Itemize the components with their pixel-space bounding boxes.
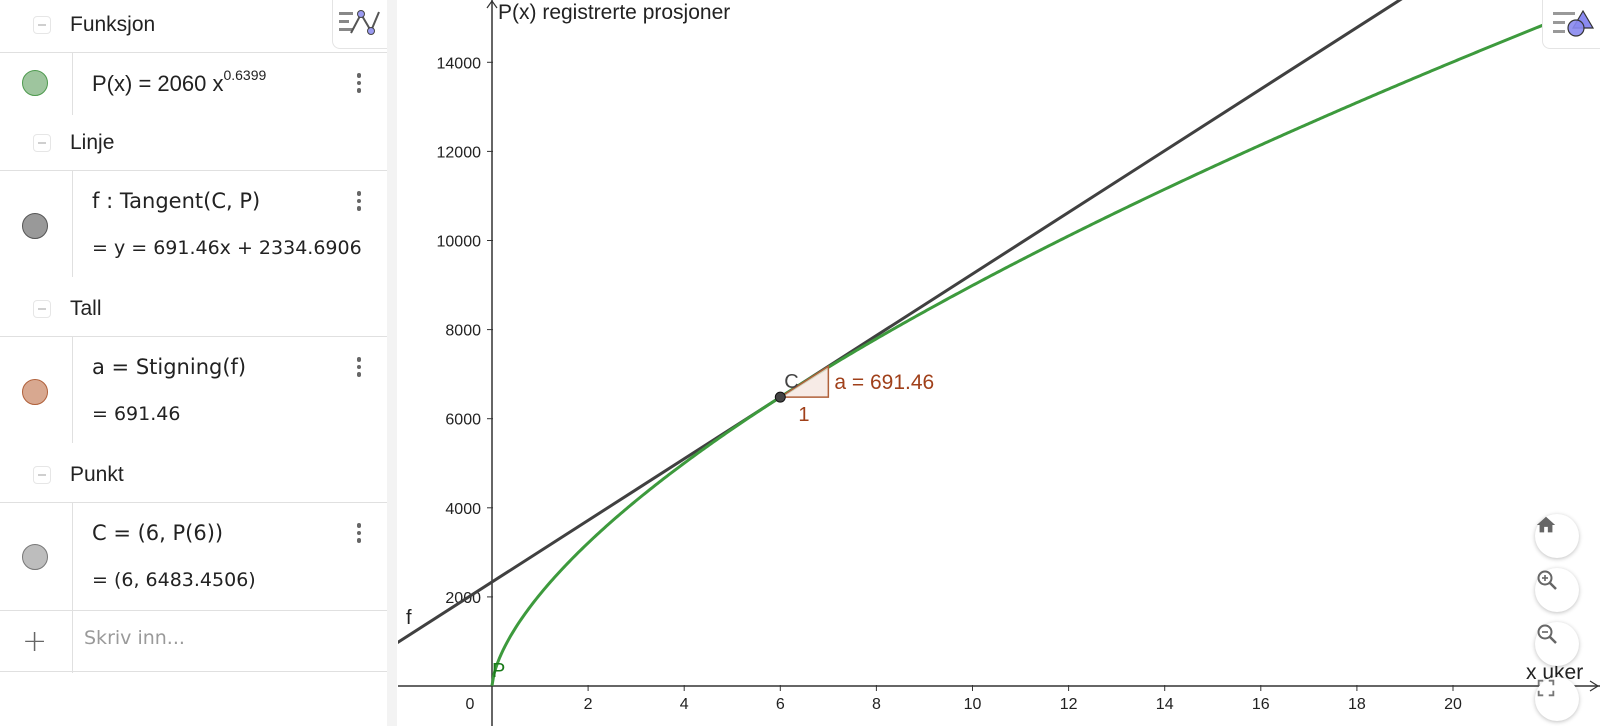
svg-text:2: 2 (584, 696, 593, 713)
item-value: = (6, 6483.4506) (92, 569, 256, 591)
zoom-in-button[interactable] (1535, 568, 1579, 612)
graphics-style-icon (1553, 9, 1595, 37)
algebra-item-P[interactable]: P(x) = 2060 x0.6399 (0, 52, 388, 115)
algebra-item-f[interactable]: f : Tangent(C, P) = y = 691.46x + 2334.6… (0, 170, 388, 280)
collapse-icon[interactable] (33, 300, 51, 318)
svg-text:0: 0 (466, 696, 475, 713)
algebra-view: Funksjon P(x) = 2060 x0.6399 Linje f : T… (0, 0, 397, 726)
curve-P-label: P (492, 660, 505, 682)
algebra-style-icon (339, 10, 380, 35)
svg-text:4: 4 (680, 696, 689, 713)
svg-text:8: 8 (872, 696, 881, 713)
definition-text: P(x) = 2060 x (92, 71, 224, 96)
y-axis-label: P(x) registrerte prosjoner (498, 1, 730, 24)
slope-label: a = 691.46 (834, 371, 934, 394)
zoom-out-icon (1537, 624, 1557, 644)
svg-text:20: 20 (1444, 696, 1462, 713)
home-icon (1536, 516, 1556, 533)
group-label: Tall (70, 297, 102, 320)
svg-text:10: 10 (964, 696, 982, 713)
visibility-toggle-marble[interactable] (22, 379, 48, 405)
graphics-view[interactable]: 0 2 4 6 8 10 12 14 16 18 20 2000 4000 6000 8000 10000 1… (398, 0, 1600, 726)
group-header-funksjon[interactable]: Funksjon (0, 0, 388, 50)
svg-text:4000: 4000 (445, 501, 481, 518)
plot-canvas[interactable]: 0 2 4 6 8 10 12 14 16 18 20 2000400060008000100001… (398, 0, 1600, 726)
group-header-tall[interactable]: Tall (0, 284, 388, 334)
svg-text:18: 18 (1348, 696, 1366, 713)
svg-text:6000: 6000 (445, 412, 481, 429)
fullscreen-button[interactable] (1535, 677, 1579, 721)
y-axis-arrow-icon (486, 0, 498, 9)
visibility-toggle-marble[interactable] (22, 544, 48, 570)
zoom-in-icon (1537, 570, 1557, 590)
slope-run-label: 1 (798, 404, 809, 426)
group-header-linje[interactable]: Linje (0, 118, 388, 168)
item-definition[interactable]: P(x) = 2060 x0.6399 (92, 67, 266, 97)
input-bar: + (0, 610, 388, 673)
visibility-toggle-marble[interactable] (22, 70, 48, 96)
graphics-style-bar-button[interactable] (1542, 0, 1600, 49)
svg-text:10000: 10000 (437, 234, 482, 251)
x-axis-arrow-icon (1589, 680, 1600, 692)
home-button[interactable] (1535, 514, 1579, 558)
divider (72, 337, 73, 443)
group-label: Punkt (70, 463, 124, 486)
group-label: Funksjon (70, 13, 156, 36)
svg-text:12: 12 (1060, 696, 1078, 713)
divider (72, 53, 73, 115)
divider (72, 171, 73, 277)
divider (72, 503, 73, 611)
algebra-item-a[interactable]: a = Stigning(f) = 691.46 (0, 336, 388, 446)
svg-text:14000: 14000 (437, 55, 482, 72)
visibility-toggle-marble[interactable] (22, 213, 48, 239)
more-menu-button[interactable] (349, 187, 369, 215)
exponent: 0.6399 (223, 67, 267, 83)
more-menu-button[interactable] (349, 353, 369, 381)
point-C[interactable] (774, 391, 786, 403)
svg-text:14: 14 (1156, 696, 1174, 713)
more-menu-button[interactable] (349, 69, 369, 97)
collapse-icon[interactable] (33, 16, 51, 34)
item-definition[interactable]: f : Tangent(C, P) (92, 189, 261, 213)
x-axis-label: x uker (1526, 661, 1583, 684)
svg-text:12000: 12000 (437, 144, 482, 161)
item-definition[interactable]: a = Stigning(f) (92, 355, 247, 379)
line-f-label: f (406, 607, 412, 629)
curve-P[interactable] (490, 2, 1598, 686)
svg-text:6: 6 (776, 696, 785, 713)
algebra-input[interactable] (84, 627, 374, 649)
more-menu-button[interactable] (349, 519, 369, 547)
divider (72, 611, 73, 673)
collapse-icon[interactable] (33, 134, 51, 152)
zoom-out-button[interactable] (1535, 622, 1579, 666)
item-definition[interactable]: C = (6, P(6)) (92, 521, 224, 545)
axes (398, 0, 1600, 726)
svg-text:8000: 8000 (445, 323, 481, 340)
group-label: Linje (70, 131, 115, 154)
tangent-line-f[interactable] (398, 0, 1600, 650)
item-value: = 691.46 (92, 403, 181, 425)
x-ticks: 0 2 4 6 8 10 12 14 16 18 20 (466, 685, 1462, 713)
fullscreen-icon (1537, 679, 1555, 697)
item-value: = y = 691.46x + 2334.6906 (92, 237, 362, 259)
point-C-label: C (784, 371, 798, 393)
algebra-style-bar-button[interactable] (332, 0, 388, 49)
collapse-icon[interactable] (33, 466, 51, 484)
slope-triangle[interactable] (777, 364, 830, 398)
algebra-item-C[interactable]: C = (6, P(6)) = (6, 6483.4506) (0, 502, 388, 611)
group-header-punkt[interactable]: Punkt (0, 450, 388, 500)
plus-icon[interactable]: + (22, 624, 48, 659)
svg-text:16: 16 (1252, 696, 1270, 713)
